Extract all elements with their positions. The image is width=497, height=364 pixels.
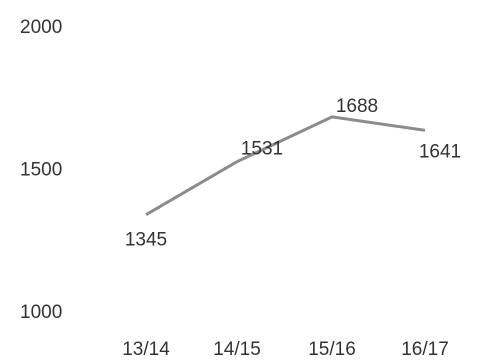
series-line [145, 115, 426, 216]
data-label: 1641 [419, 141, 461, 162]
x-tick-label: 13/14 [122, 339, 170, 360]
x-tick-label: 16/17 [401, 339, 449, 360]
y-axis-tick-labels: 2000 1500 1000 [20, 17, 62, 323]
y-tick-label: 1500 [20, 160, 62, 181]
data-label: 1531 [241, 139, 283, 160]
x-tick-label: 14/15 [213, 339, 261, 360]
data-label: 1688 [336, 96, 378, 117]
y-tick-label: 1000 [20, 302, 62, 323]
y-tick-label: 2000 [20, 17, 62, 38]
x-axis-tick-labels: 13/14 14/15 15/16 16/17 [122, 339, 449, 360]
x-tick-label: 15/16 [308, 339, 356, 360]
data-label: 1345 [125, 230, 167, 251]
data-labels: 1345 1531 1688 1641 [125, 96, 461, 251]
